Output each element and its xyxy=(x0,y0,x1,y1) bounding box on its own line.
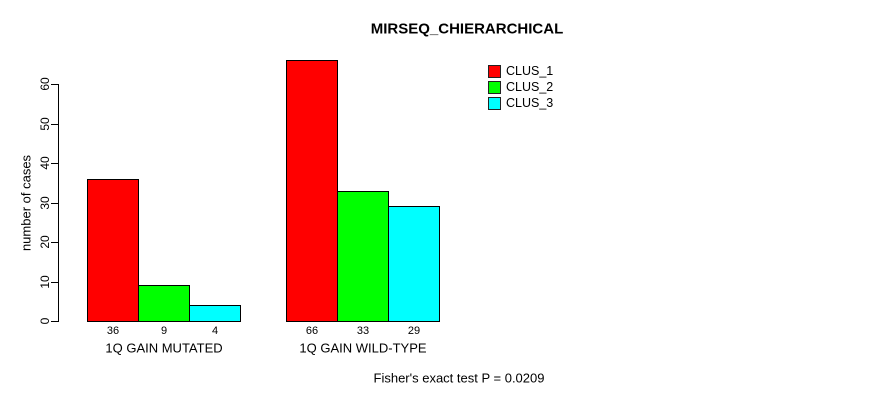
bar-value-label: 9 xyxy=(160,325,168,337)
bar xyxy=(138,285,190,322)
legend-swatch xyxy=(488,80,501,94)
footnote-text: Fisher's exact test P = 0.0209 xyxy=(373,370,545,386)
legend-label: CLUS_1 xyxy=(506,64,554,78)
legend-item: CLUS_1 xyxy=(488,63,553,79)
bar xyxy=(286,60,338,322)
chart-title: MIRSEQ_CHIERARCHICAL xyxy=(370,20,564,38)
bar-value-label: 29 xyxy=(407,325,421,337)
legend-item: CLUS_2 xyxy=(488,79,553,95)
legend-item: CLUS_3 xyxy=(488,95,553,111)
bar-value-label: 36 xyxy=(106,325,120,337)
legend-swatch xyxy=(488,96,501,110)
y-tick xyxy=(51,163,58,164)
y-tick-label: 60 xyxy=(38,77,52,91)
y-tick xyxy=(51,124,58,125)
legend-label: CLUS_2 xyxy=(506,80,554,94)
y-tick-label: 30 xyxy=(38,196,52,210)
bar-value-label: 4 xyxy=(211,325,219,337)
y-axis-title: number of cases xyxy=(18,154,34,252)
y-tick xyxy=(51,203,58,204)
bar-value-label: 66 xyxy=(305,325,319,337)
bar xyxy=(337,191,389,322)
y-tick-label: 50 xyxy=(38,117,52,131)
y-tick xyxy=(51,282,58,283)
y-tick xyxy=(51,84,58,85)
bar xyxy=(189,305,241,322)
y-tick xyxy=(51,321,58,322)
y-tick-label: 40 xyxy=(38,156,52,170)
legend-label: CLUS_3 xyxy=(506,96,554,110)
legend-swatch xyxy=(488,64,501,78)
y-tick-label: 10 xyxy=(38,275,52,289)
bar xyxy=(388,206,440,322)
legend: CLUS_1 CLUS_2 CLUS_3 xyxy=(488,63,553,111)
y-tick xyxy=(51,242,58,243)
y-tick-label: 20 xyxy=(38,235,52,249)
bar xyxy=(87,179,139,322)
category-label: 1Q GAIN WILD-TYPE xyxy=(299,340,427,356)
category-label: 1Q GAIN MUTATED xyxy=(105,340,223,356)
y-tick-label: 0 xyxy=(38,317,52,325)
y-axis-line xyxy=(58,84,59,322)
bar-value-label: 33 xyxy=(356,325,370,337)
